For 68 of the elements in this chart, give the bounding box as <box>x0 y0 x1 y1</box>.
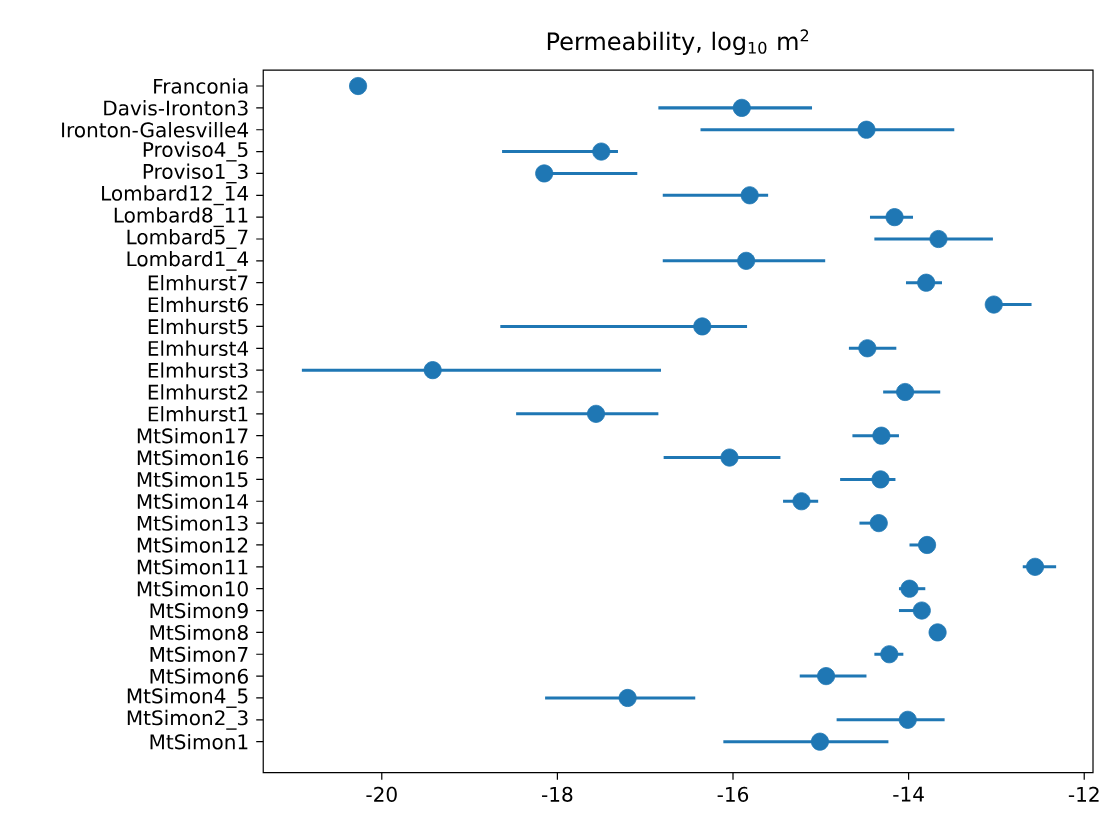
point <box>740 186 759 205</box>
point <box>732 98 751 118</box>
y-tick-label: Lombard5_7 <box>127 229 248 250</box>
y-tick-label: MtSimon13 <box>137 515 248 531</box>
point <box>898 710 917 729</box>
y-tick-label: MtSimon8 <box>150 624 248 641</box>
y-tick-label: Lombard1_4 <box>127 251 249 271</box>
y-tick-label: Lombard12_14 <box>102 185 249 206</box>
y-tick-label: Franconia <box>154 78 248 94</box>
point <box>929 230 948 249</box>
y-tick-label: Elmhurst5 <box>148 318 248 335</box>
y-tick-label: MtSimon14 <box>137 493 249 510</box>
point <box>871 470 890 489</box>
point <box>896 383 915 402</box>
point <box>918 536 937 555</box>
point <box>917 273 936 292</box>
point <box>857 120 876 139</box>
x-tick-label: -12 <box>1068 786 1099 802</box>
y-tick-label: MtSimon10 <box>137 581 248 597</box>
y-tick-label: MtSimon11 <box>137 559 248 575</box>
y-tick-label: Proviso4_5 <box>143 141 248 162</box>
y-tick-label: Elmhurst3 <box>148 362 248 378</box>
point <box>618 689 637 708</box>
x-tick-label: -14 <box>893 786 924 802</box>
point <box>535 164 554 183</box>
y-tick-label: Elmhurst7 <box>148 275 248 291</box>
point <box>885 208 904 227</box>
point <box>900 579 919 598</box>
y-tick-label: MtSimon7 <box>150 646 248 663</box>
y-tick-label: MtSimon12 <box>137 537 248 553</box>
point <box>869 514 888 533</box>
point <box>720 448 739 467</box>
point <box>737 251 756 270</box>
point <box>423 361 442 380</box>
point <box>880 645 899 664</box>
x-tick-label: -18 <box>542 786 573 803</box>
point <box>592 142 611 161</box>
y-tick-label: Lombard8_11 <box>114 207 248 228</box>
point <box>349 77 368 96</box>
y-tick-label: Proviso1_3 <box>143 163 248 184</box>
y-tick-label: Davis-Ironton3 <box>104 100 248 116</box>
y-tick-label: MtSimon1 <box>150 734 248 750</box>
point <box>792 492 811 511</box>
point <box>928 623 947 642</box>
point <box>587 404 606 423</box>
x-tick-label: -16 <box>717 786 749 803</box>
y-tick-label: MtSimon15 <box>137 471 248 488</box>
point <box>1026 557 1045 576</box>
x-tick-label: -20 <box>366 786 397 803</box>
y-tick-label: MtSimon6 <box>150 668 248 684</box>
y-tick-label: Elmhurst4 <box>148 340 249 357</box>
point <box>810 732 829 751</box>
chart-title: Permeability, log$_{10}$ m$^{2}$ <box>547 29 809 56</box>
point <box>872 426 891 445</box>
y-tick-label: Ironton-Galesville4 <box>62 122 249 138</box>
point <box>984 295 1003 314</box>
y-tick-label: Elmhurst1 <box>148 406 248 422</box>
y-tick-label: MtSimon2_3 <box>127 709 248 730</box>
point <box>912 601 931 620</box>
y-tick-label: Elmhurst2 <box>148 384 248 400</box>
point <box>693 317 712 336</box>
y-tick-label: MtSimon4_5 <box>127 688 248 709</box>
point <box>858 339 877 358</box>
point <box>817 667 836 686</box>
y-tick-label: MtSimon16 <box>137 449 248 466</box>
y-tick-label: MtSimon9 <box>150 602 248 619</box>
y-tick-label: Elmhurst6 <box>148 296 248 313</box>
y-tick-label: MtSimon17 <box>137 428 248 444</box>
